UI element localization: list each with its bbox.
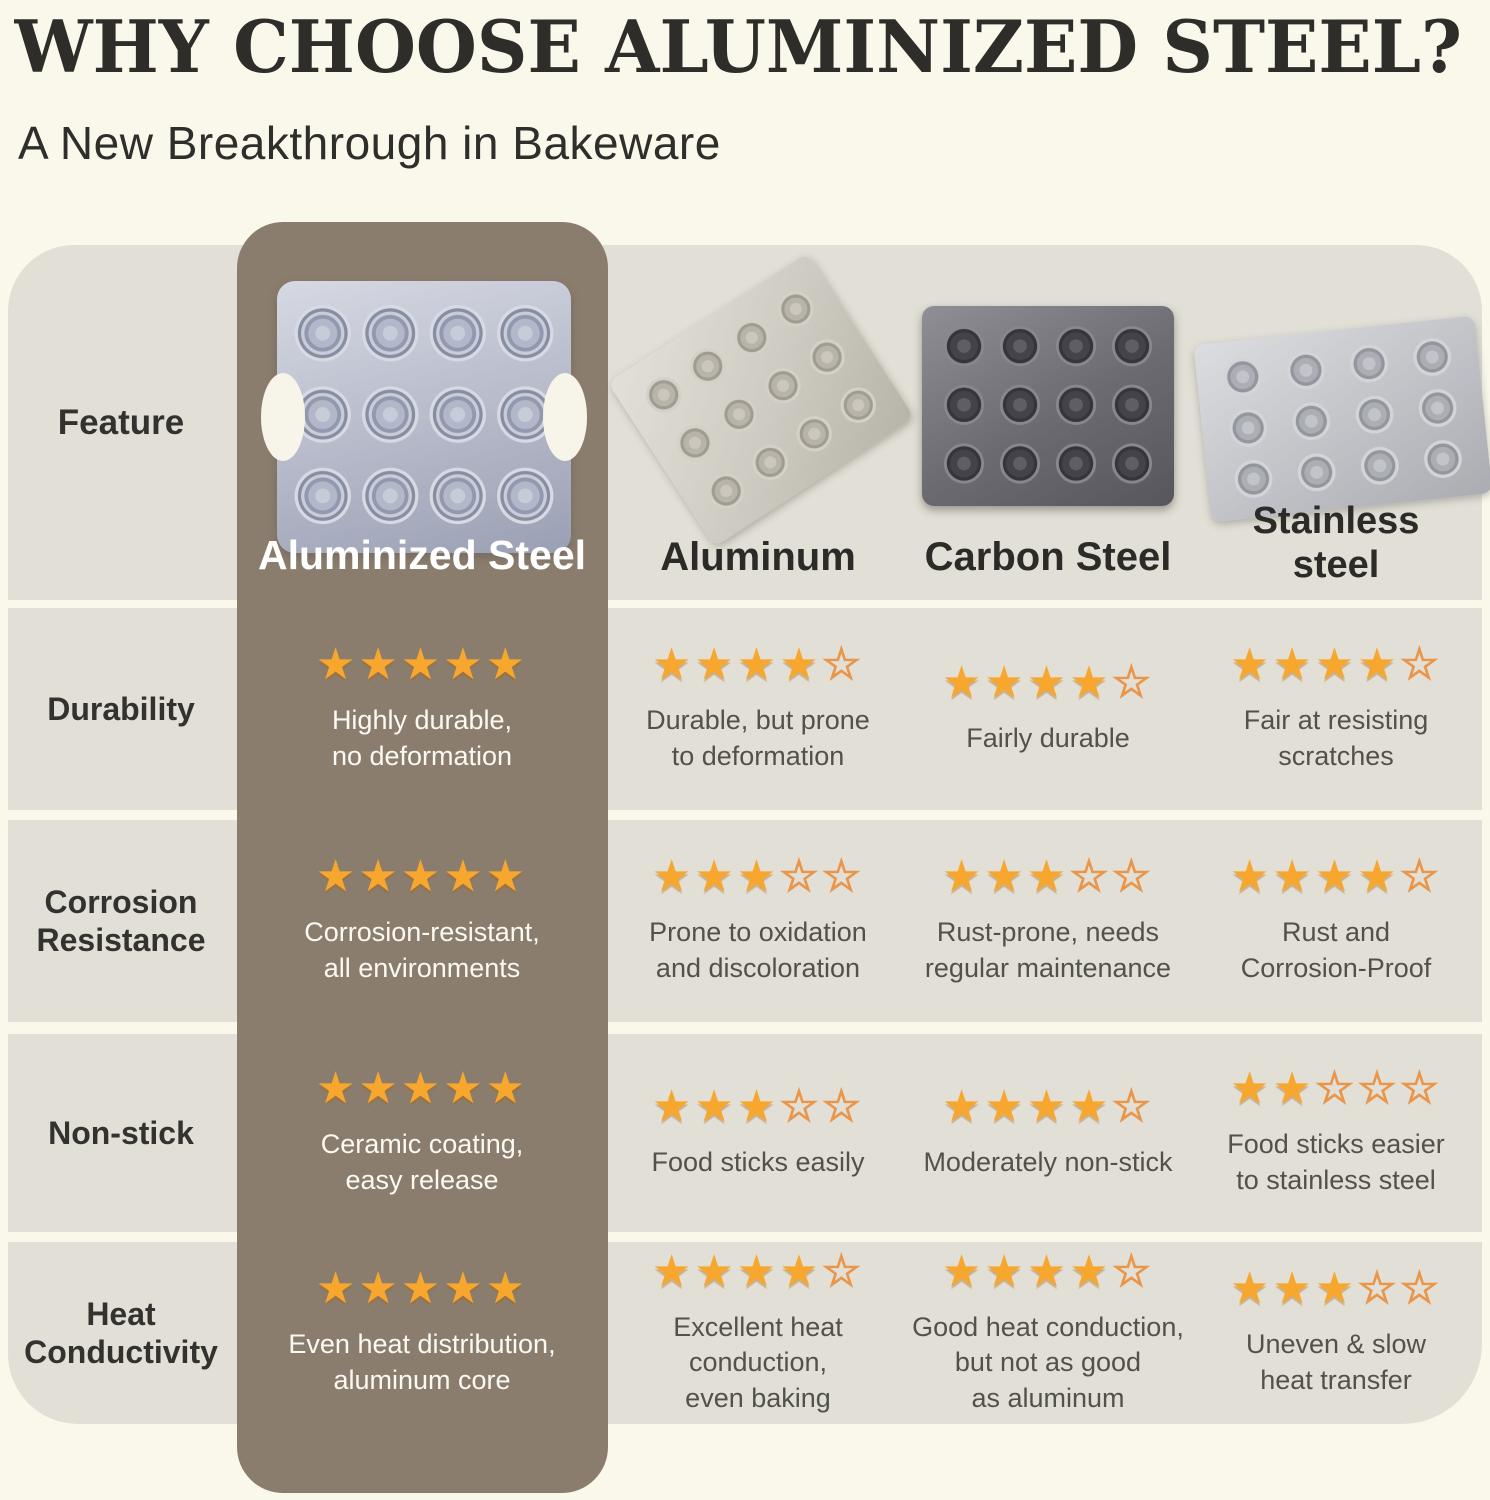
star-rating: ★★★★★ [315,852,529,902]
rating-description: Uneven & slow heat transfer [1245,1329,1427,1395]
star-rating: ★★★★☆ [941,1082,1155,1132]
rating-cell: ★★★★☆ Moderately non-stick [906,1034,1190,1232]
star-rating: ★★★☆☆ [651,1082,865,1132]
rating-description: Rust-prone, needs regular maintenance [924,917,1172,983]
rating-cell: ★★★★★ Ceramic coating, easy release [250,1034,594,1232]
rating-description: Moderately non-stick [923,1147,1173,1178]
star-rating: ★★★★☆ [941,1246,1155,1296]
rating-cell: ★★★★★ Highly durable, no deformation [250,608,594,810]
rating-description: Excellent heat conduction, even baking [673,1311,843,1413]
feature-column-header: Feature [57,402,185,442]
rating-cell: ★★★☆☆ Food sticks easily [614,1034,902,1232]
feature-label-heat-conductivity: Heat Conductivity [24,1295,218,1370]
star-rating: ★★★★☆ [1229,640,1443,690]
pan-cups [1208,329,1478,509]
rating-cell: ★★★★☆ Fair at resisting scratches [1194,608,1478,810]
rating-description: Even heat distribution, aluminum core [288,1329,556,1395]
rating-cell: ★★★☆☆ Prone to oxidation and discolorati… [614,820,902,1022]
rating-description: Fairly durable [966,723,1130,754]
pan-cups [936,318,1160,494]
column-header-aluminum: Aluminum [660,535,856,579]
rating-cell: ★★★★☆ Fairly durable [906,608,1190,810]
star-rating: ★★★☆☆ [1229,1264,1443,1314]
rating-cell: ★★★★☆ Excellent heat conduction, even ba… [614,1242,902,1424]
star-rating: ★★☆☆☆ [1229,1064,1443,1114]
rating-cell: ★★★☆☆ Rust-prone, needs regular maintena… [906,820,1190,1022]
rating-description: Good heat conduction, but not as good as… [912,1311,1184,1413]
column-header-stainless-steel: Stainless steel [1252,500,1420,586]
rating-description: Rust and Corrosion-Proof [1240,917,1432,983]
feature-label-non-stick: Non-stick [48,1114,194,1151]
carbon-steel-pan-image [922,306,1174,506]
rating-description: Food sticks easier to stainless steel [1227,1129,1445,1195]
rating-cell: ★★☆☆☆ Food sticks easier to stainless st… [1194,1034,1478,1232]
pan-handle-left [261,373,305,461]
rating-description: Highly durable, no deformation [331,705,513,771]
star-rating: ★★★★☆ [941,658,1155,708]
column-header-carbon-steel: Carbon Steel [924,535,1172,579]
stainless-steel-pan-image [1193,315,1490,523]
rating-description: Corrosion-resistant, all environments [304,917,540,983]
rating-description: Ceramic coating, easy release [320,1129,524,1195]
rating-cell: ★★★★★ Corrosion-resistant, all environme… [250,820,594,1022]
rating-cell: ★★★★☆ Rust and Corrosion-Proof [1194,820,1478,1022]
page-subtitle: A New Breakthrough in Bakeware [18,117,721,169]
page-title-svg: WHY CHOOSE ALUMINIZED STEEL? [14,6,1462,89]
star-rating: ★★★★☆ [1229,852,1443,902]
feature-label-corrosion-resistance: Corrosion Resistance [36,883,206,958]
pan-cups [289,295,559,539]
star-rating: ★★★★★ [315,1064,529,1114]
rating-cell: ★★★☆☆ Uneven & slow heat transfer [1194,1242,1478,1424]
rating-description: Food sticks easily [651,1147,865,1178]
rating-cell: ★★★★★ Even heat distribution, aluminum c… [250,1242,594,1424]
rating-cell: ★★★★☆ Good heat conduction, but not as g… [906,1242,1190,1424]
feature-label-durability: Durability [47,690,195,727]
pan-handle-right [543,373,587,461]
star-rating: ★★★★☆ [651,640,865,690]
star-rating: ★★★★★ [315,1264,529,1314]
rating-description: Prone to oxidation and discoloration [649,917,867,983]
column-header-aluminized-steel: Aluminized Steel [257,532,587,578]
aluminized-steel-pan-image [261,281,587,553]
star-rating: ★★★☆☆ [941,852,1155,902]
rating-description: Durable, but prone to deformation [646,705,870,771]
page-title: WHY CHOOSE ALUMINIZED STEEL? [14,6,1462,89]
star-rating: ★★★★☆ [651,1246,865,1296]
rating-description: Fair at resisting scratches [1243,705,1429,771]
rating-cell: ★★★★☆ Durable, but prone to deformation [614,608,902,810]
star-rating: ★★★☆☆ [651,852,865,902]
star-rating: ★★★★★ [315,640,529,690]
